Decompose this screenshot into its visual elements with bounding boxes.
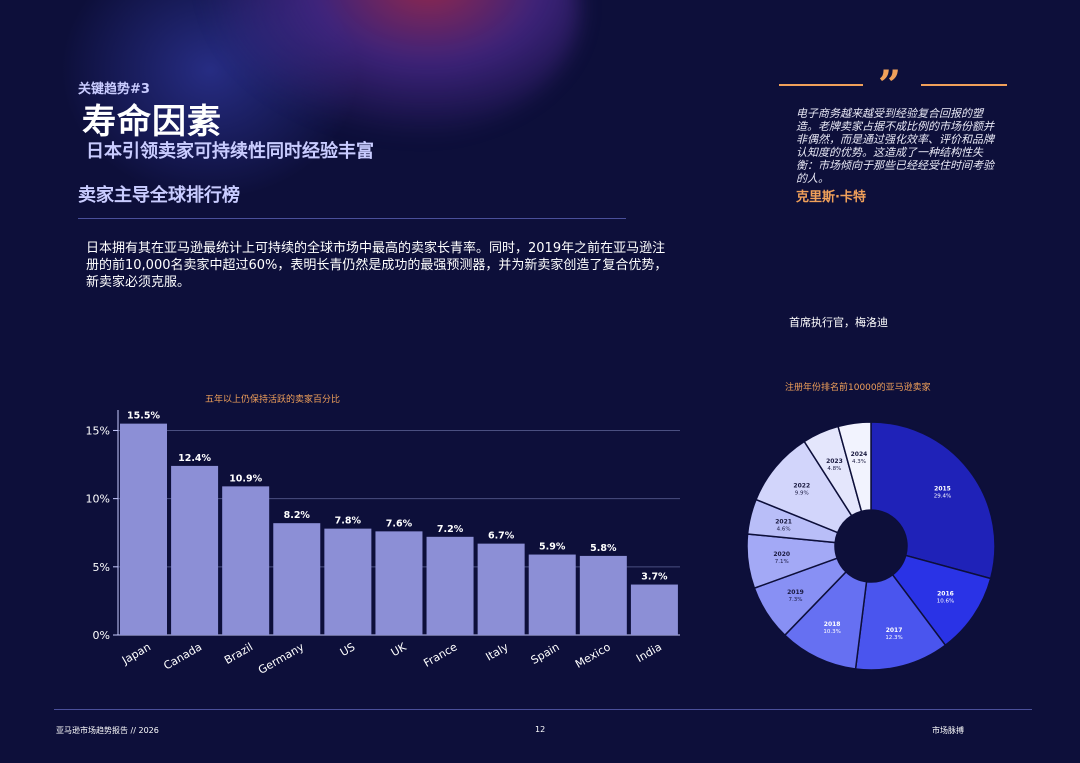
pie-slice-label: 2021 bbox=[775, 519, 792, 526]
pie-slice-value: 4.3% bbox=[852, 459, 866, 465]
pie-chart-title: 注册年份排名前10000的亚马逊卖家 bbox=[785, 383, 931, 393]
pie-slice-label: 2022 bbox=[793, 482, 810, 489]
footer-report-name: 亚马逊市场趋势报告 // 2026 bbox=[56, 726, 159, 735]
x-tick-label: Mexico bbox=[573, 640, 613, 671]
bar bbox=[273, 523, 321, 635]
x-tick-label: Canada bbox=[161, 640, 204, 672]
pie-slice-value: 29.4% bbox=[934, 493, 951, 499]
bar bbox=[375, 531, 423, 635]
y-tick-label: 5% bbox=[93, 561, 110, 574]
section-heading: 卖家主导全球排行榜 bbox=[78, 185, 240, 206]
footer-divider bbox=[54, 709, 1032, 710]
pie-slice-value: 12.3% bbox=[885, 635, 902, 641]
y-tick-label: 0% bbox=[93, 629, 110, 642]
bar bbox=[120, 423, 168, 635]
kicker-label: 关键趋势#3 bbox=[78, 82, 150, 97]
body-paragraph: 日本拥有其在亚马逊最统计上可持续的全球市场中最高的卖家长青率。同时，2019年之… bbox=[86, 241, 668, 290]
bar bbox=[426, 536, 474, 635]
quote-divider-left bbox=[779, 84, 863, 86]
y-tick-label: 15% bbox=[86, 424, 110, 437]
bar-chart-title: 五年以上仍保持活跃的卖家百分比 bbox=[205, 395, 341, 405]
pie-slice-label: 2016 bbox=[937, 591, 954, 598]
page-subtitle: 日本引领卖家可持续性同时经验丰富 bbox=[86, 141, 374, 162]
pie-slice-label: 2015 bbox=[934, 485, 951, 492]
x-tick-label: UK bbox=[389, 640, 409, 659]
bar-data-label: 7.8% bbox=[335, 516, 362, 527]
bar-data-label: 10.9% bbox=[229, 473, 262, 484]
quote-mark-icon: ” bbox=[878, 62, 902, 109]
quote-divider-right bbox=[921, 84, 1007, 86]
x-tick-label: India bbox=[634, 640, 664, 665]
pie-slice-value: 10.3% bbox=[823, 629, 840, 635]
x-tick-label: Japan bbox=[119, 640, 153, 667]
bar-data-label: 7.6% bbox=[386, 518, 413, 529]
bar-data-label: 7.2% bbox=[437, 524, 464, 535]
x-tick-label: Spain bbox=[529, 640, 562, 667]
pie-slice-value: 7.1% bbox=[775, 559, 789, 565]
quote-author: 克里斯·卡特 bbox=[796, 190, 866, 205]
bar-data-label: 6.7% bbox=[488, 531, 515, 542]
pie-slice-label: 2023 bbox=[826, 458, 843, 465]
bar bbox=[630, 584, 678, 635]
bar-data-label: 3.7% bbox=[641, 572, 668, 583]
pie-slice-value: 9.9% bbox=[795, 490, 809, 496]
x-tick-label: Italy bbox=[483, 640, 511, 663]
pie-slice-label: 2024 bbox=[851, 451, 868, 458]
x-tick-label: France bbox=[421, 640, 459, 670]
bar bbox=[528, 554, 576, 635]
pie-slice-value: 7.3% bbox=[788, 597, 802, 603]
pie-slice-label: 2018 bbox=[824, 621, 841, 628]
pie-slice-label: 2017 bbox=[886, 627, 903, 634]
bar bbox=[222, 486, 270, 635]
bar-data-label: 15.5% bbox=[127, 411, 160, 422]
quote-author-role: 首席执行官，梅洛迪 bbox=[789, 316, 888, 329]
bar bbox=[477, 543, 525, 635]
pie-slice-label: 2019 bbox=[787, 589, 804, 596]
bar-chart: 0% 5% 10% 15% 15.5% Japan 12.4% Canada 10.9% Braz… bbox=[86, 410, 680, 677]
bar-data-label: 8.2% bbox=[284, 510, 311, 521]
section-divider bbox=[78, 218, 626, 219]
bar-data-label: 5.8% bbox=[590, 543, 617, 554]
quote-text: 电子商务越来越受到经验复合回报的塑造。老牌卖家占据不成比例的市场份额并非偶然，而… bbox=[796, 107, 994, 185]
y-tick-label: 10% bbox=[86, 493, 110, 506]
bar bbox=[324, 528, 372, 635]
bar bbox=[171, 465, 219, 635]
pie-slice-label: 2020 bbox=[773, 551, 790, 558]
x-tick-label: Germany bbox=[256, 640, 307, 677]
pie-slice-value: 4.6% bbox=[777, 527, 791, 533]
bar-data-label: 12.4% bbox=[178, 453, 211, 464]
x-tick-label: US bbox=[338, 640, 358, 659]
bar bbox=[579, 555, 627, 635]
bar-data-label: 5.9% bbox=[539, 542, 566, 553]
footer-section-name: 市场脉搏 bbox=[932, 726, 964, 735]
pie-slice-value: 4.8% bbox=[827, 466, 841, 472]
page-title: 寿命因素 bbox=[82, 102, 222, 142]
donut-hole bbox=[835, 510, 907, 582]
page-number: 12 bbox=[535, 725, 546, 734]
pie-slice-value: 10.6% bbox=[937, 599, 954, 605]
x-tick-label: Brazil bbox=[222, 640, 255, 667]
